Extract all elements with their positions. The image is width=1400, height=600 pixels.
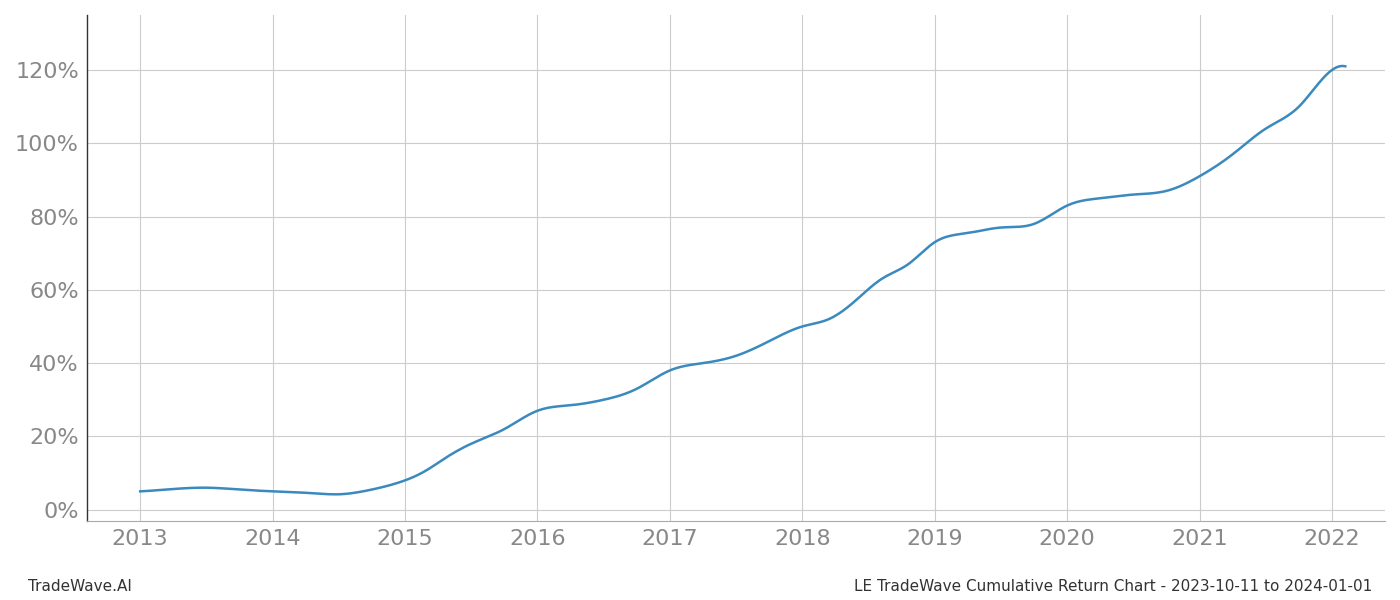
Text: TradeWave.AI: TradeWave.AI xyxy=(28,579,132,594)
Text: LE TradeWave Cumulative Return Chart - 2023-10-11 to 2024-01-01: LE TradeWave Cumulative Return Chart - 2… xyxy=(854,579,1372,594)
